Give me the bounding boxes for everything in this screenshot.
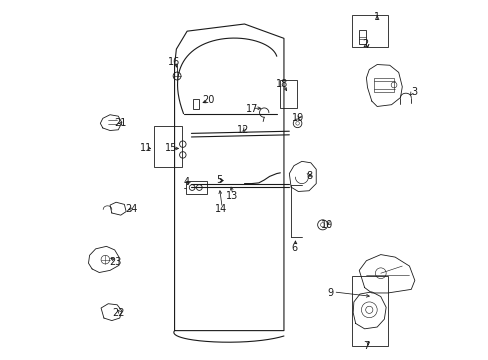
Text: 4: 4 (183, 177, 190, 187)
Text: 21: 21 (114, 118, 127, 128)
Bar (192, 99, 199, 109)
Text: 10: 10 (320, 220, 332, 230)
Bar (373, 78, 393, 92)
Text: 1: 1 (373, 12, 380, 22)
Text: 9: 9 (327, 288, 333, 298)
Text: 3: 3 (411, 87, 417, 97)
Bar (351, 15, 387, 47)
Text: 5: 5 (216, 175, 222, 185)
Text: 8: 8 (305, 171, 311, 181)
Bar (186, 181, 207, 194)
Text: 19: 19 (291, 113, 304, 123)
Text: 22: 22 (113, 309, 125, 318)
Text: 12: 12 (236, 125, 248, 135)
Bar (358, 30, 365, 44)
Text: 14: 14 (215, 204, 227, 214)
Text: 2: 2 (361, 39, 367, 49)
Text: 11: 11 (140, 143, 152, 153)
Text: 24: 24 (125, 204, 138, 215)
Text: 6: 6 (291, 243, 297, 253)
Text: 18: 18 (275, 79, 288, 89)
Text: 13: 13 (225, 191, 238, 201)
Bar (279, 80, 296, 108)
Bar (351, 276, 387, 346)
Text: 16: 16 (168, 57, 181, 67)
Bar (154, 126, 182, 167)
Text: 23: 23 (109, 257, 122, 267)
Text: 7: 7 (363, 341, 369, 351)
Text: 15: 15 (164, 143, 177, 153)
Text: 20: 20 (202, 95, 214, 105)
Text: 17: 17 (245, 104, 257, 114)
